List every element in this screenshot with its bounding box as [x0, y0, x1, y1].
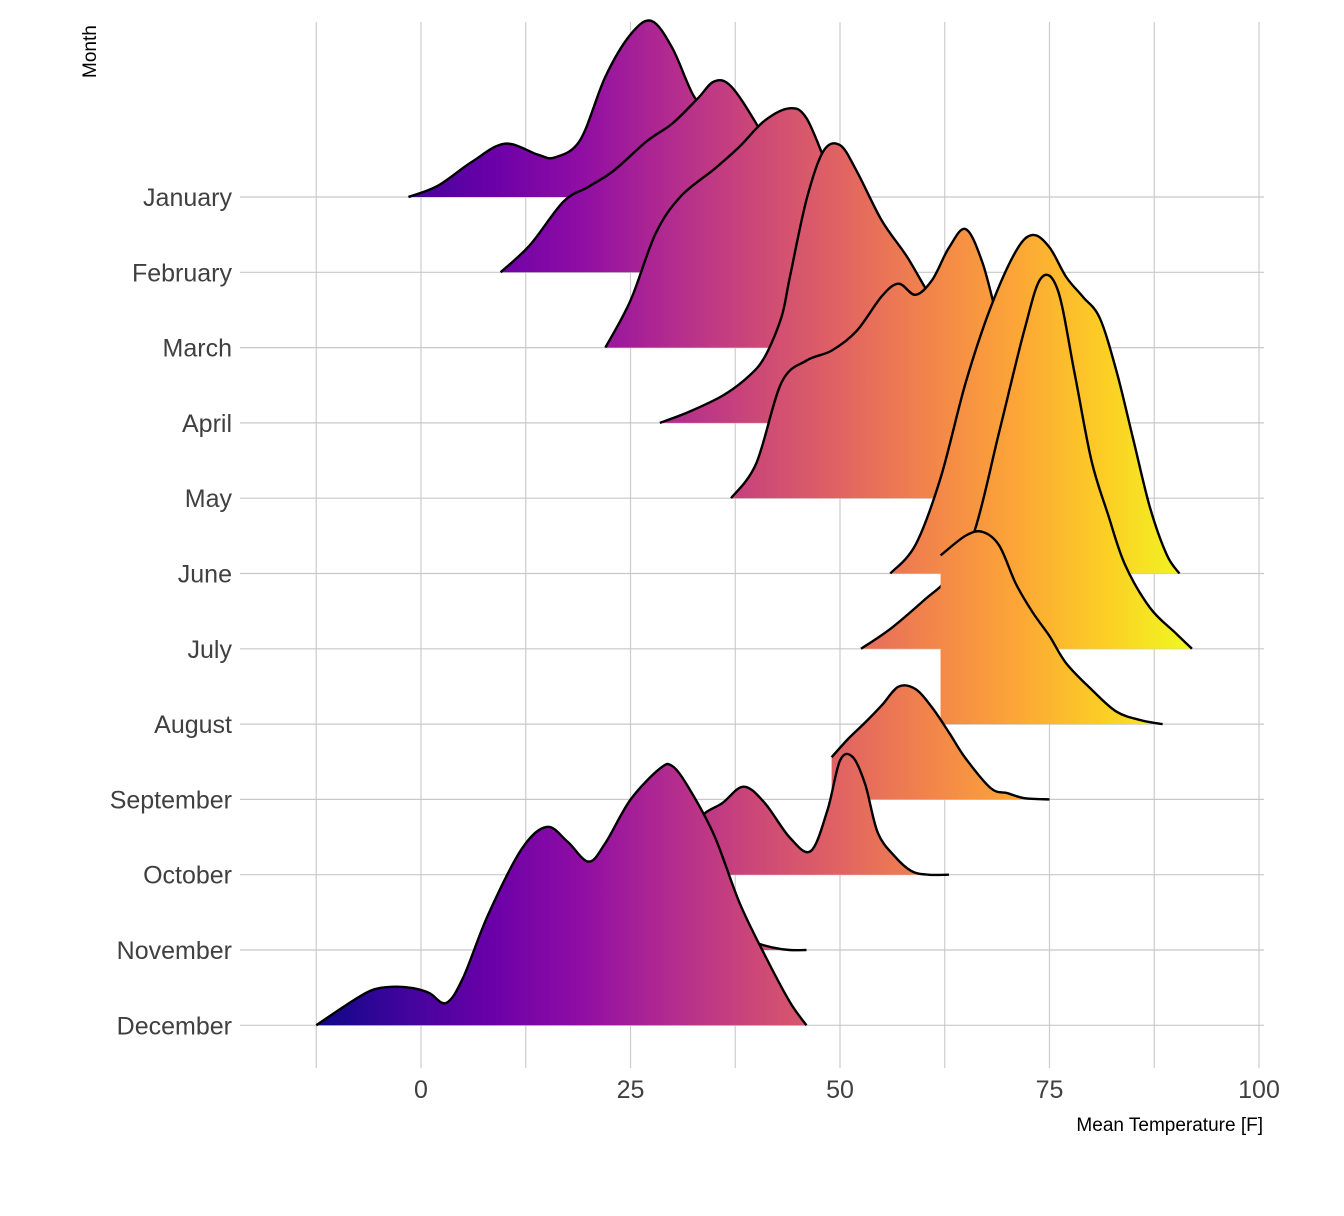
- ridge-outline-october: [675, 752, 949, 877]
- y-axis-tick-labels: January February March April May June July Augu…: [110, 184, 233, 1040]
- y-tick-label: November: [117, 937, 232, 965]
- ridge-outline-september: [830, 684, 1050, 801]
- y-tick-label: September: [110, 786, 232, 814]
- x-tick-label: 75: [1036, 1076, 1064, 1104]
- ridge-fill-july: [860, 274, 1192, 649]
- y-tick-label: December: [117, 1012, 232, 1040]
- x-tick-label: 0: [414, 1076, 428, 1104]
- density-ridges: [315, 19, 1193, 1027]
- ridge-fill-august: [940, 531, 1163, 725]
- x-tick-label: 50: [826, 1076, 854, 1104]
- y-tick-label: April: [182, 410, 232, 438]
- y-axis-title: Month: [80, 25, 101, 78]
- ridge-outline-december: [315, 762, 808, 1027]
- y-tick-label: February: [132, 259, 233, 287]
- x-axis-tick-labels: 0 25 50 75 100: [414, 1076, 1280, 1104]
- y-tick-label: May: [185, 485, 233, 513]
- y-tick-label: March: [163, 335, 232, 363]
- x-tick-label: 100: [1238, 1076, 1280, 1104]
- ridge-fill-december: [316, 763, 807, 1026]
- ridge-outline-june: [889, 233, 1181, 575]
- y-tick-label: October: [143, 862, 232, 890]
- x-tick-label: 25: [617, 1076, 645, 1104]
- y-tick-label: January: [143, 184, 232, 212]
- ridge-fill-september: [831, 685, 1050, 800]
- x-axis-title: Mean Temperature [F]: [1076, 1115, 1263, 1136]
- ridge-outline-august: [939, 530, 1163, 726]
- y-tick-label: August: [154, 711, 232, 739]
- ridge-fill-october: [676, 753, 949, 875]
- y-tick-label: July: [188, 636, 233, 664]
- y-tick-label: June: [178, 561, 232, 589]
